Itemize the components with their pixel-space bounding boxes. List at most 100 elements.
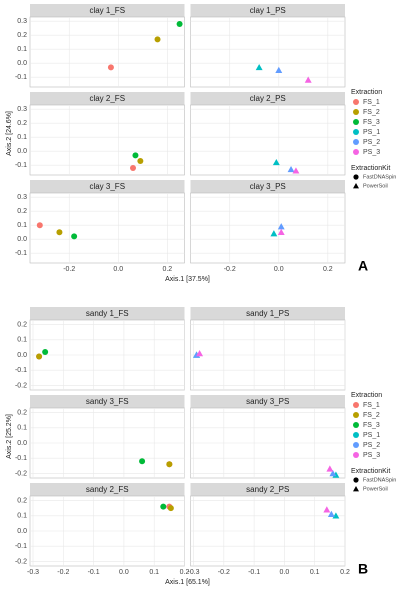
point	[277, 223, 285, 230]
point	[166, 461, 173, 468]
panel-label: B	[358, 561, 368, 577]
x-tick-label: 0.2	[162, 266, 172, 273]
point	[196, 350, 204, 357]
y-tick-label: 0.0	[17, 528, 27, 535]
y-tick-label: 0.3	[17, 18, 27, 25]
point	[326, 465, 334, 472]
point	[329, 469, 337, 477]
x-tick-label: -0.2	[218, 569, 230, 576]
x-tick-label: 0.2	[180, 569, 190, 576]
point	[270, 230, 278, 237]
y-tick-label: -0.1	[15, 250, 27, 257]
y-tick-label: 0.2	[17, 120, 27, 127]
y-tick-label: -0.1	[15, 162, 27, 169]
legend-key	[353, 119, 359, 125]
y-tick-label: 0.0	[17, 148, 27, 155]
point	[275, 66, 283, 73]
x-tick-label: 0.1	[149, 569, 159, 576]
y-tick-label: 0.3	[17, 106, 27, 113]
legend-key	[353, 183, 359, 189]
facet-title: clay 1_FS	[89, 6, 125, 15]
strip-bg	[30, 307, 185, 320]
legend-label: PS_1	[363, 432, 380, 439]
legend-key	[353, 422, 359, 428]
point	[71, 233, 78, 240]
legend-label: PS_2	[363, 139, 380, 146]
facet-title: sandy 2_PS	[246, 485, 289, 494]
x-tick-label: 0.2	[340, 569, 350, 576]
x-tick-label: -0.1	[88, 569, 100, 576]
legend-key	[353, 442, 359, 448]
point	[167, 505, 174, 512]
strip-bg	[30, 395, 185, 408]
strip-bg	[190, 395, 345, 408]
facet-title: clay 3_FS	[89, 182, 125, 191]
legend-label: FastDNASpin	[363, 477, 396, 483]
y-tick-label: 0.2	[17, 208, 27, 215]
y-tick-label: 0.0	[17, 60, 27, 67]
strip-bg	[30, 483, 185, 496]
y-tick-label: -0.1	[15, 455, 27, 462]
panel-bg	[29, 16, 185, 88]
legend-label: FS_3	[363, 119, 380, 126]
y-tick-label: 0.3	[17, 194, 27, 201]
y-tick-label: 0.2	[17, 321, 27, 328]
facet-title: clay 3_PS	[250, 182, 286, 191]
facet-title: sandy 3_PS	[246, 397, 289, 406]
legend-key	[353, 402, 359, 408]
legend-title: Extraction	[351, 392, 382, 399]
legend-label: PS_1	[363, 129, 380, 136]
x-tick-label: -0.2	[63, 266, 75, 273]
strip-bg	[30, 92, 185, 105]
legend-key	[353, 109, 359, 115]
y-axis-label: Axis.2 [25.2%]	[6, 414, 13, 459]
strip-bg	[30, 4, 185, 17]
legend-key	[353, 412, 359, 418]
y-tick-label: -0.2	[15, 470, 27, 477]
legend-label: FS_1	[363, 99, 380, 106]
legend-key	[353, 139, 359, 145]
y-tick-label: 0.1	[17, 222, 27, 229]
point	[323, 506, 331, 513]
panel-bg	[190, 104, 346, 176]
legend-key	[353, 477, 359, 483]
x-tick-label: 0.0	[113, 266, 123, 273]
facet-title: clay 2_PS	[250, 94, 286, 103]
legend-key	[353, 174, 359, 180]
x-tick-label: 0.1	[310, 569, 320, 576]
y-tick-label: 0.1	[17, 425, 27, 432]
y-tick-label: -0.1	[15, 543, 27, 550]
point	[327, 510, 335, 518]
facet-title: sandy 3_FS	[86, 397, 129, 406]
point	[160, 503, 167, 510]
y-tick-label: 0.1	[17, 337, 27, 344]
facet-title: sandy 1_FS	[86, 309, 129, 318]
point	[36, 353, 43, 360]
panel-bg	[190, 16, 346, 88]
legend-label: FS_1	[363, 402, 380, 409]
y-tick-label: 0.2	[17, 497, 27, 504]
y-tick-label: -0.1	[15, 367, 27, 374]
y-tick-label: 0.0	[17, 352, 27, 359]
legend-title: ExtractionKit	[351, 165, 390, 172]
y-tick-label: -0.2	[15, 558, 27, 565]
y-tick-label: 0.2	[17, 409, 27, 416]
point	[154, 36, 161, 43]
strip-bg	[30, 180, 185, 193]
y-tick-label: 0.2	[17, 32, 27, 39]
point	[107, 64, 114, 71]
point	[255, 63, 263, 71]
x-tick-label: -0.3	[187, 569, 199, 576]
x-tick-label: -0.2	[57, 569, 69, 576]
point	[176, 21, 183, 27]
y-axis-label: Axis.2 [24.6%]	[6, 111, 13, 156]
x-tick-label: 0.0	[280, 569, 290, 576]
point	[132, 152, 139, 159]
legend-label: PS_3	[363, 452, 380, 459]
strip-bg	[190, 307, 345, 320]
facet-title: sandy 2_FS	[86, 485, 129, 494]
legend-label: PowerSoil	[363, 486, 388, 492]
point	[272, 158, 280, 166]
y-tick-label: -0.2	[15, 382, 27, 389]
